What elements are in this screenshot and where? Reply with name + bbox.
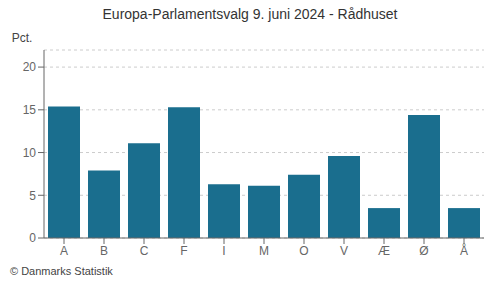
svg-text:Æ: Æ — [378, 244, 390, 258]
svg-text:C: C — [140, 244, 149, 258]
svg-text:F: F — [180, 244, 187, 258]
svg-text:5: 5 — [29, 189, 36, 203]
svg-text:I: I — [222, 244, 225, 258]
svg-text:O: O — [299, 244, 308, 258]
svg-text:20: 20 — [23, 60, 37, 74]
svg-text:B: B — [100, 244, 108, 258]
svg-text:M: M — [259, 244, 269, 258]
svg-text:Ø: Ø — [419, 244, 428, 258]
svg-text:A: A — [60, 244, 68, 258]
html-text:© Danmarks Statistik: © Danmarks Statistik — [10, 265, 113, 277]
svg-text:V: V — [340, 244, 348, 258]
html-text:Europa-Parlamentsvalg 9. juni: Europa-Parlamentsvalg 9. juni 2024 - Råd… — [102, 6, 398, 22]
svg-text:0: 0 — [29, 231, 36, 245]
svg-text:Pct.: Pct. — [12, 31, 33, 45]
svg-text:10: 10 — [23, 146, 37, 160]
svg-text:Å: Å — [460, 243, 468, 258]
svg-text:15: 15 — [23, 103, 37, 117]
